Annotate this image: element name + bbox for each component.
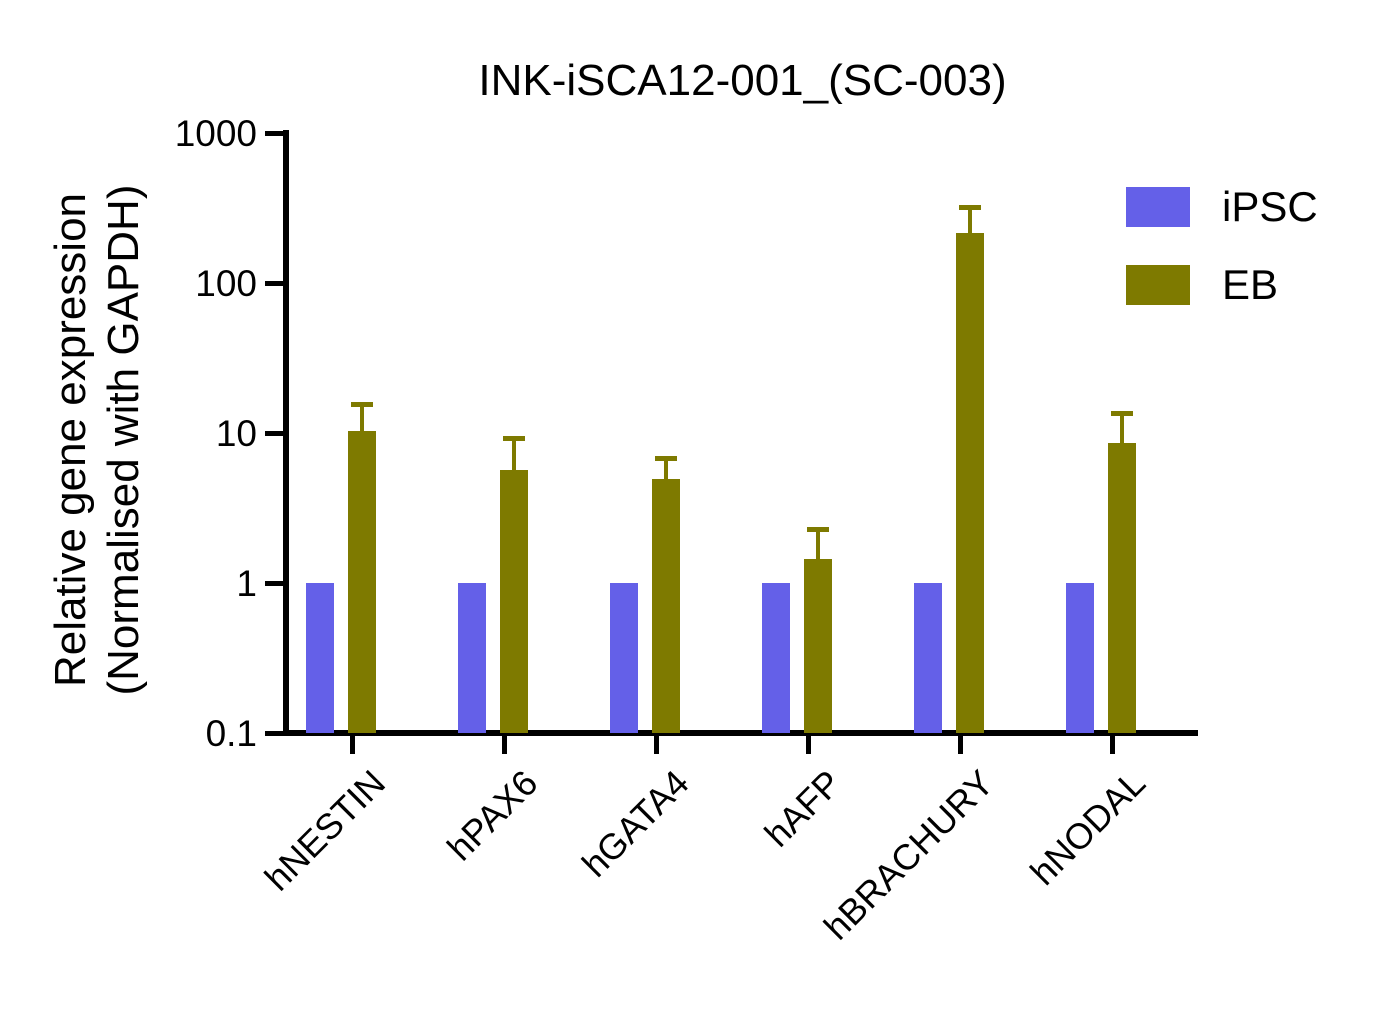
error-bar-cap-hGATA4	[655, 456, 677, 462]
y-axis-tick	[265, 431, 283, 436]
bar-eb-hPAX6	[500, 469, 528, 733]
y-axis-tick	[265, 581, 283, 586]
error-bar-stem-hNESTIN	[360, 403, 364, 432]
x-axis-tick	[654, 736, 659, 754]
x-category-label: hPAX6	[438, 762, 545, 869]
bar-eb-hAFP	[804, 558, 832, 733]
y-axis-tick	[265, 281, 283, 286]
error-bar-stem-hGATA4	[664, 458, 668, 480]
x-axis-tick	[1110, 736, 1115, 754]
y-axis-title-line1: Relative gene expression	[46, 192, 95, 688]
legend-item-ipsc: iPSC	[1126, 186, 1318, 228]
legend-label-ipsc: iPSC	[1222, 183, 1318, 230]
bar-eb-hGATA4	[652, 479, 680, 733]
error-bar-cap-hBRACHURY	[959, 205, 981, 211]
error-bar-cap-hPAX6	[503, 435, 525, 441]
bar-ipsc-hNESTIN	[306, 583, 334, 733]
legend: iPSC EB	[1126, 186, 1318, 342]
y-axis-tick	[265, 131, 283, 136]
error-bar-cap-hNODAL	[1111, 411, 1133, 417]
x-category-label: hAFP	[756, 762, 849, 855]
y-axis-tick-label: 0.1	[205, 713, 257, 754]
legend-label-eb: EB	[1222, 261, 1279, 308]
y-axis-tick-label: 1000	[174, 113, 257, 154]
error-bar-cap-hAFP	[807, 526, 829, 532]
x-axis-tick	[502, 736, 507, 754]
y-axis-tick-label: 10	[215, 413, 257, 454]
legend-swatch-ipsc	[1126, 187, 1190, 227]
error-bar-stem-hNODAL	[1120, 413, 1124, 443]
x-axis-tick	[350, 736, 355, 754]
x-category-label: hGATA4	[574, 762, 697, 885]
bar-ipsc-hNODAL	[1066, 583, 1094, 733]
bar-ipsc-hGATA4	[610, 583, 638, 733]
error-bar-cap-hNESTIN	[351, 401, 373, 407]
bar-eb-hBRACHURY	[956, 233, 984, 733]
x-category-label: hNODAL	[1022, 762, 1153, 893]
y-axis-tick	[265, 731, 283, 736]
legend-item-eb: EB	[1126, 264, 1318, 306]
bar-ipsc-hBRACHURY	[914, 583, 942, 733]
x-axis-line	[283, 730, 1198, 736]
legend-swatch-eb	[1126, 265, 1190, 305]
bar-ipsc-hAFP	[762, 583, 790, 733]
bar-ipsc-hPAX6	[458, 583, 486, 733]
x-axis-tick	[958, 736, 963, 754]
y-axis-line	[283, 130, 289, 736]
chart-title: INK-iSCA12-001_(SC-003)	[478, 56, 1007, 105]
error-bar-stem-hAFP	[816, 528, 820, 559]
y-axis-tick-label: 1	[236, 563, 257, 604]
y-axis-tick-label: 100	[195, 263, 257, 304]
y-axis-title: Relative gene expression (Normalised wit…	[44, 100, 150, 780]
x-axis-tick	[806, 736, 811, 754]
error-bar-stem-hPAX6	[512, 437, 516, 470]
bar-eb-hNESTIN	[348, 431, 376, 733]
bar-eb-hNODAL	[1108, 442, 1136, 733]
x-category-label: hNESTIN	[256, 762, 393, 899]
error-bar-stem-hBRACHURY	[968, 207, 972, 234]
